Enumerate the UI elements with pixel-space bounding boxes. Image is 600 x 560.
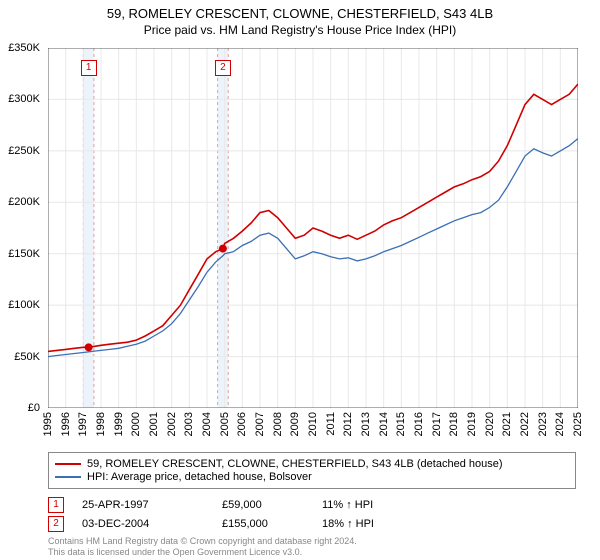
x-tick-label: 2009 bbox=[289, 412, 301, 436]
footer-attribution: Contains HM Land Registry data © Crown c… bbox=[48, 536, 357, 558]
chart-container: 59, ROMELEY CRESCENT, CLOWNE, CHESTERFIE… bbox=[0, 0, 600, 560]
x-tick-label: 2019 bbox=[466, 412, 478, 436]
sale-row: 2 03-DEC-2004£155,00018% ↑ HPI bbox=[48, 516, 576, 532]
x-tick-label: 1997 bbox=[77, 412, 89, 436]
sales-table: 1 25-APR-1997£59,00011% ↑ HPI 2 03-DEC-2004… bbox=[48, 494, 576, 535]
title-address: 59, ROMELEY CRESCENT, CLOWNE, CHESTERFIE… bbox=[0, 6, 600, 21]
line-chart bbox=[48, 48, 578, 408]
y-tick-label: £0 bbox=[28, 402, 40, 414]
sale-marker-2: 2 bbox=[215, 60, 231, 76]
y-tick-label: £150K bbox=[8, 248, 40, 260]
legend-swatch bbox=[55, 476, 81, 478]
title-subtitle: Price paid vs. HM Land Registry's House … bbox=[0, 23, 600, 37]
y-tick-label: £200K bbox=[8, 196, 40, 208]
legend-label: 59, ROMELEY CRESCENT, CLOWNE, CHESTERFIE… bbox=[87, 458, 503, 470]
x-tick-label: 2016 bbox=[413, 412, 425, 436]
footer-line1: Contains HM Land Registry data © Crown c… bbox=[48, 536, 357, 547]
sale-price: £155,000 bbox=[222, 518, 322, 530]
legend-swatch bbox=[55, 463, 81, 465]
x-tick-label: 2025 bbox=[572, 412, 584, 436]
x-tick-label: 2010 bbox=[307, 412, 319, 436]
sale-hpi-delta: 18% ↑ HPI bbox=[322, 518, 422, 530]
x-tick-label: 2017 bbox=[431, 412, 443, 436]
x-tick-label: 2007 bbox=[254, 412, 266, 436]
x-tick-label: 2021 bbox=[501, 412, 513, 436]
sale-marker-1: 1 bbox=[81, 60, 97, 76]
legend-label: HPI: Average price, detached house, Bols… bbox=[87, 471, 312, 483]
x-tick-label: 2022 bbox=[519, 412, 531, 436]
sale-row-marker: 2 bbox=[48, 516, 64, 532]
legend-item: 59, ROMELEY CRESCENT, CLOWNE, CHESTERFIE… bbox=[55, 458, 569, 470]
legend: 59, ROMELEY CRESCENT, CLOWNE, CHESTERFIE… bbox=[48, 452, 576, 489]
sale-row: 1 25-APR-1997£59,00011% ↑ HPI bbox=[48, 497, 576, 513]
x-tick-label: 2020 bbox=[484, 412, 496, 436]
x-tick-label: 2015 bbox=[395, 412, 407, 436]
x-tick-label: 1998 bbox=[95, 412, 107, 436]
legend-item: HPI: Average price, detached house, Bols… bbox=[55, 471, 569, 483]
y-tick-label: £100K bbox=[8, 299, 40, 311]
x-tick-label: 2012 bbox=[342, 412, 354, 436]
sale-hpi-delta: 11% ↑ HPI bbox=[322, 499, 422, 511]
x-tick-label: 1999 bbox=[113, 412, 125, 436]
footer-line2: This data is licensed under the Open Gov… bbox=[48, 547, 357, 558]
x-tick-label: 2001 bbox=[148, 412, 160, 436]
y-tick-label: £300K bbox=[8, 93, 40, 105]
x-tick-label: 2013 bbox=[360, 412, 372, 436]
x-tick-label: 2002 bbox=[166, 412, 178, 436]
x-tick-label: 2005 bbox=[219, 412, 231, 436]
y-tick-label: £250K bbox=[8, 145, 40, 157]
x-tick-label: 2003 bbox=[183, 412, 195, 436]
x-tick-label: 2024 bbox=[554, 412, 566, 436]
x-tick-label: 2014 bbox=[378, 412, 390, 436]
x-tick-label: 1996 bbox=[60, 412, 72, 436]
y-tick-label: £50K bbox=[14, 351, 40, 363]
x-tick-label: 2008 bbox=[272, 412, 284, 436]
sale-date: 25-APR-1997 bbox=[82, 499, 222, 511]
x-tick-label: 2000 bbox=[130, 412, 142, 436]
y-axis-labels: £0£50K£100K£150K£200K£250K£300K£350K bbox=[0, 48, 44, 408]
x-tick-label: 2011 bbox=[325, 412, 337, 436]
x-tick-label: 2018 bbox=[448, 412, 460, 436]
x-tick-label: 1995 bbox=[42, 412, 54, 436]
title-block: 59, ROMELEY CRESCENT, CLOWNE, CHESTERFIE… bbox=[0, 0, 600, 37]
x-axis-labels: 1995199619971998199920002001200220032004… bbox=[48, 410, 578, 450]
x-tick-label: 2006 bbox=[236, 412, 248, 436]
y-tick-label: £350K bbox=[8, 42, 40, 54]
x-tick-label: 2004 bbox=[201, 412, 213, 436]
sale-row-marker: 1 bbox=[48, 497, 64, 513]
x-tick-label: 2023 bbox=[537, 412, 549, 436]
sale-price: £59,000 bbox=[222, 499, 322, 511]
sale-date: 03-DEC-2004 bbox=[82, 518, 222, 530]
